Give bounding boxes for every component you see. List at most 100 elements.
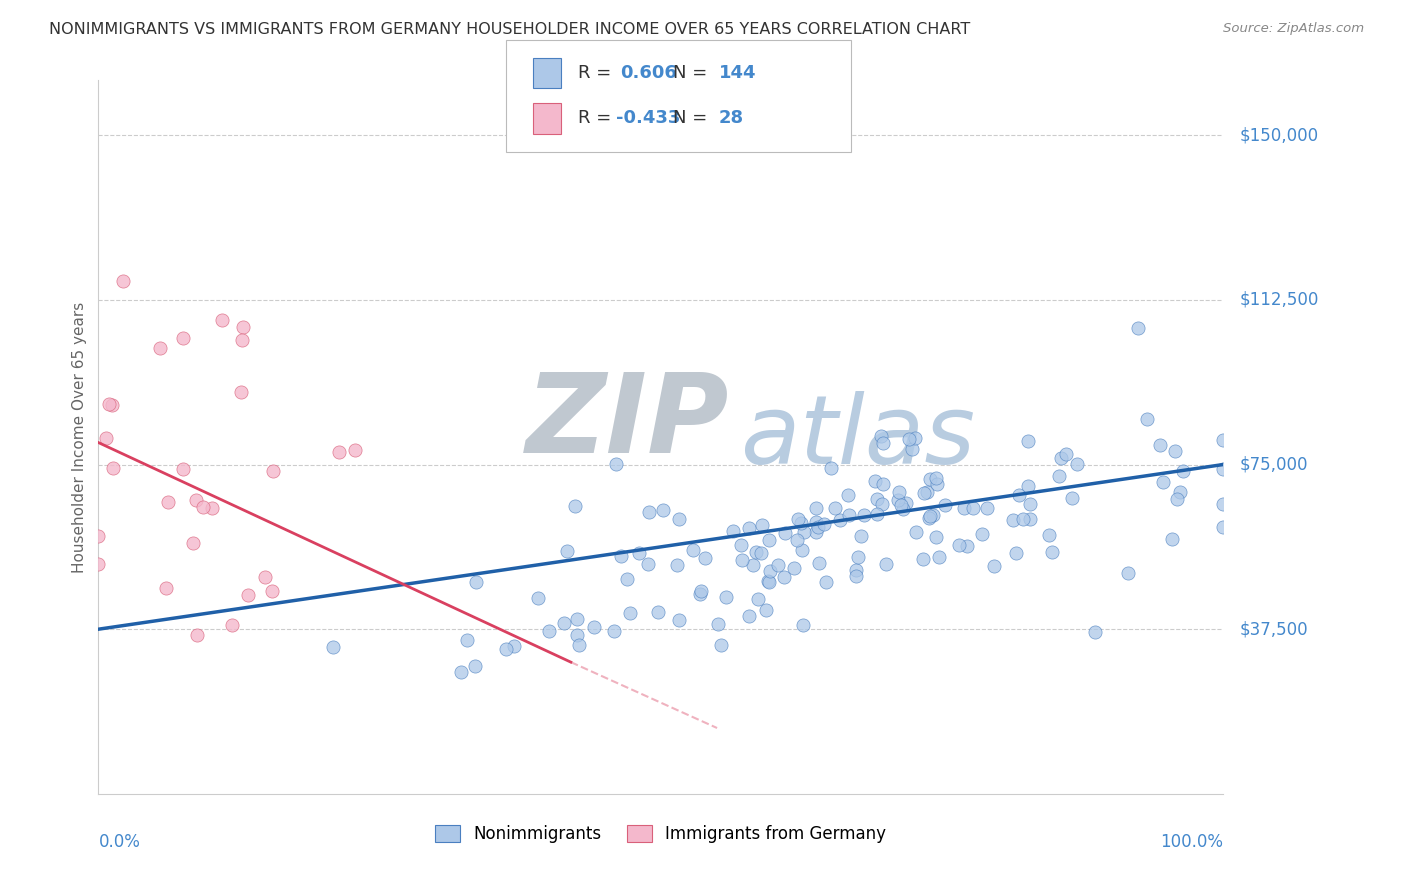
Point: [693, 551, 716, 566]
Point: [953, 500, 976, 515]
Point: [1018, 512, 1040, 526]
Point: [583, 620, 606, 634]
Point: [837, 488, 859, 502]
Text: NONIMMIGRANTS VS IMMIGRANTS FROM GERMANY HOUSEHOLDER INCOME OVER 65 YEARS CORREL: NONIMMIGRANTS VS IMMIGRANTS FROM GERMANY…: [49, 22, 970, 37]
Point: [737, 608, 759, 623]
Point: [565, 628, 588, 642]
Point: [186, 627, 208, 641]
Point: [668, 512, 690, 526]
Legend: Nonimmigrants, Immigrants from Germany: Nonimmigrants, Immigrants from Germany: [429, 818, 893, 850]
Point: [920, 472, 942, 486]
Point: [1212, 520, 1234, 534]
Point: [666, 558, 689, 572]
Point: [731, 553, 754, 567]
Point: [792, 617, 814, 632]
Point: [495, 642, 517, 657]
Point: [616, 572, 638, 586]
Point: [343, 443, 366, 458]
Point: [568, 638, 591, 652]
Text: $150,000: $150,000: [1240, 126, 1319, 145]
Point: [751, 518, 773, 533]
Point: [555, 544, 578, 558]
Point: [1001, 513, 1024, 527]
Point: [948, 538, 970, 552]
Text: R =: R =: [578, 64, 617, 82]
Text: atlas: atlas: [740, 391, 974, 483]
Point: [503, 639, 526, 653]
Point: [894, 495, 917, 509]
Point: [787, 512, 810, 526]
Point: [901, 442, 924, 457]
Point: [155, 581, 177, 595]
Point: [793, 524, 815, 539]
Point: [756, 574, 779, 588]
Point: [956, 539, 979, 553]
Point: [1163, 444, 1185, 458]
Point: [1116, 566, 1139, 580]
Point: [172, 331, 194, 345]
Point: [806, 519, 828, 533]
Point: [934, 498, 956, 512]
Text: 100.0%: 100.0%: [1160, 833, 1223, 851]
Point: [789, 516, 811, 531]
Point: [870, 429, 893, 443]
Point: [689, 587, 711, 601]
Point: [149, 342, 172, 356]
Y-axis label: Householder Income Over 65 years: Householder Income Over 65 years: [72, 301, 87, 573]
Point: [689, 584, 711, 599]
Point: [804, 516, 827, 530]
Point: [804, 500, 827, 515]
Point: [905, 524, 928, 539]
Point: [94, 431, 117, 445]
Point: [766, 558, 789, 572]
Point: [464, 575, 486, 590]
Point: [564, 499, 586, 513]
Point: [1066, 457, 1088, 471]
Point: [846, 550, 869, 565]
Text: Source: ZipAtlas.com: Source: ZipAtlas.com: [1223, 22, 1364, 36]
Point: [1017, 434, 1039, 449]
Point: [262, 584, 284, 599]
Point: [628, 546, 651, 560]
Point: [1168, 484, 1191, 499]
Point: [637, 558, 659, 572]
Point: [849, 529, 872, 543]
Point: [738, 521, 761, 535]
Point: [925, 530, 948, 544]
Point: [742, 558, 765, 573]
Point: [603, 624, 626, 638]
Point: [838, 508, 860, 522]
Point: [527, 591, 550, 605]
Point: [824, 501, 846, 516]
Point: [97, 397, 120, 411]
Point: [865, 474, 887, 488]
Point: [866, 492, 889, 507]
Point: [567, 612, 589, 626]
Point: [87, 557, 110, 571]
Point: [232, 319, 254, 334]
Point: [1017, 479, 1039, 493]
Point: [925, 476, 948, 491]
Point: [1084, 625, 1107, 640]
Text: 28: 28: [718, 110, 744, 128]
Point: [887, 493, 910, 508]
Point: [915, 485, 938, 500]
Point: [638, 505, 661, 519]
Point: [866, 508, 889, 522]
Point: [814, 574, 837, 589]
Point: [792, 542, 814, 557]
Point: [912, 486, 935, 500]
Point: [322, 640, 344, 654]
Point: [890, 498, 912, 512]
Point: [775, 526, 797, 541]
Point: [891, 502, 914, 516]
Point: [605, 458, 627, 472]
Point: [1166, 491, 1188, 506]
Point: [783, 561, 806, 575]
Point: [1212, 497, 1234, 511]
Text: N =: N =: [673, 110, 713, 128]
Point: [87, 529, 110, 543]
Point: [1212, 433, 1234, 447]
Point: [706, 617, 728, 632]
Point: [918, 510, 941, 524]
